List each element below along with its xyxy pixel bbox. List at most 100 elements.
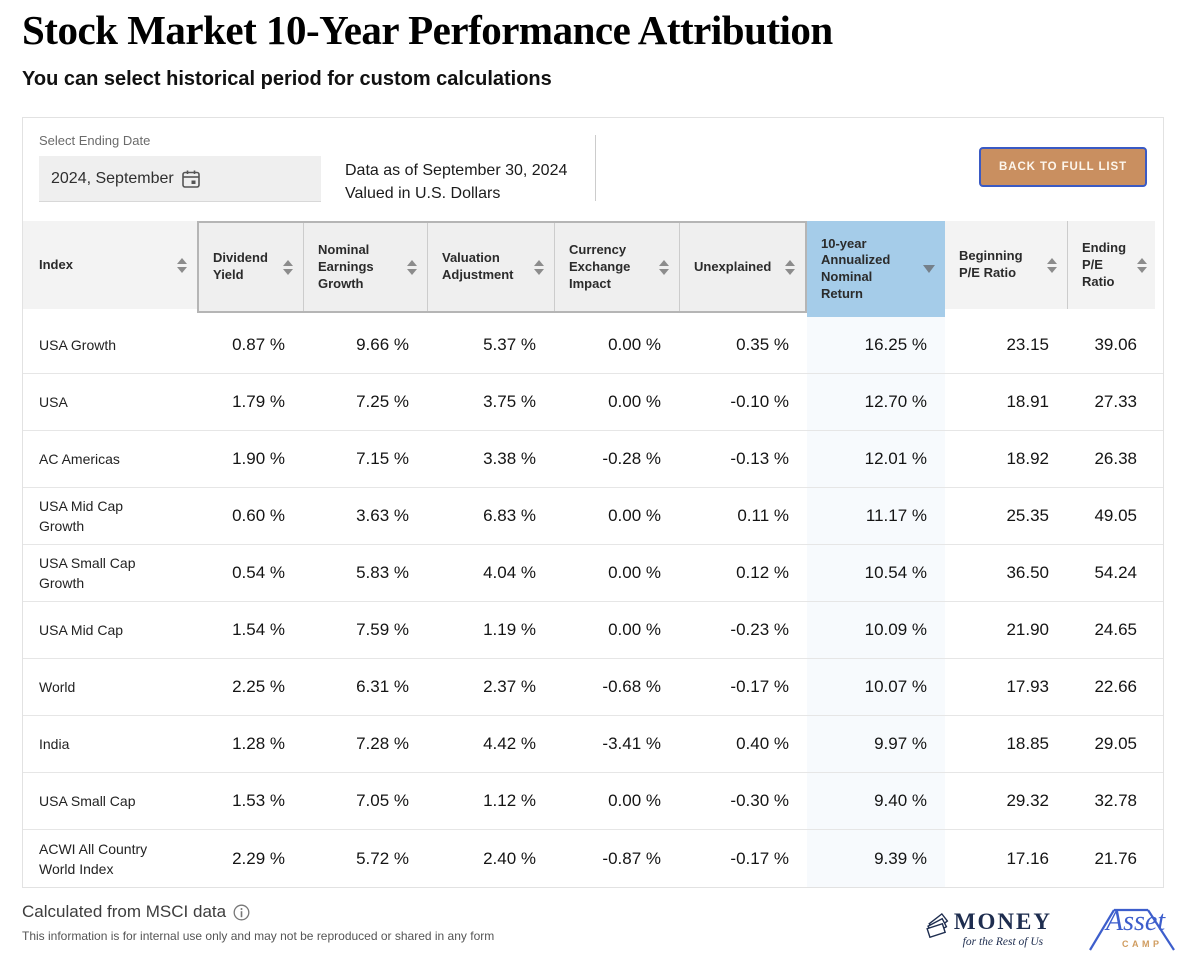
vertical-divider (595, 135, 596, 201)
column-header-currency-exchange-impact[interactable]: Currency Exchange Impact (554, 223, 679, 312)
sort-both-icon[interactable] (659, 259, 669, 275)
value-cell: 10.09 % (807, 602, 945, 659)
value-cell: -0.30 % (730, 791, 789, 811)
value-cell: 21.90 (1006, 620, 1049, 640)
info-icon[interactable] (233, 904, 250, 921)
data-as-of-block: Data as of September 30, 2024 Valued in … (345, 159, 573, 205)
value-cell: 2.29 % (232, 848, 285, 868)
value-cell: 1.90 % (232, 449, 285, 469)
column-header-ending-pe-ratio[interactable]: Ending P/E Ratio (1067, 221, 1155, 310)
value-cell: 7.59 % (356, 620, 409, 640)
value-cell: 32.78 (1094, 791, 1137, 811)
column-header-nominal-earnings-growth[interactable]: Nominal Earnings Growth (303, 223, 427, 312)
value-cell: 16.25 % (807, 317, 945, 374)
page-title: Stock Market 10-Year Performance Attribu… (22, 7, 833, 53)
sort-both-icon[interactable] (534, 259, 544, 275)
value-cell: 3.63 % (356, 506, 409, 526)
column-header-index[interactable]: Index (23, 221, 197, 310)
table-row: USA 1.79 % 7.25 % 3.75 % 0.00 % -0.10 % 12.70 … (23, 374, 1163, 432)
table-row: USA Small Cap 1.53 % 7.05 % 1.12 % 0.00 % -0.… (23, 773, 1163, 831)
value-cell: 24.65 (1094, 620, 1137, 640)
value-cell: 0.00 % (608, 392, 661, 412)
value-cell: 0.00 % (608, 791, 661, 811)
sort-both-icon[interactable] (177, 257, 187, 273)
footer-logos: MONEY for the Rest of Us Asset CAMP (924, 904, 1178, 954)
column-header-10yr-annualized-nominal-return[interactable]: 10-year Annualized Nominal Return (807, 221, 945, 318)
value-cell: 9.40 % (807, 773, 945, 830)
value-cell: -0.10 % (730, 392, 789, 412)
value-cell: 6.31 % (356, 677, 409, 697)
sort-both-icon[interactable] (1047, 257, 1057, 273)
assetcamp-logo-sub: CAMP (1122, 939, 1163, 950)
table-row: USA Mid Cap 1.54 % 7.59 % 1.19 % 0.00 % -0.23… (23, 602, 1163, 660)
column-header-beginning-pe-ratio[interactable]: Beginning P/E Ratio (945, 221, 1067, 310)
value-cell: 11.17 % (807, 488, 945, 545)
value-cell: 7.25 % (356, 392, 409, 412)
value-cell: -3.41 % (602, 734, 661, 754)
value-cell: 22.66 (1094, 677, 1137, 697)
ending-date-input[interactable]: 2024, September (39, 156, 321, 202)
column-header-unexplained[interactable]: Unexplained (679, 223, 805, 312)
value-cell: 0.11 % (737, 506, 789, 526)
value-cell: 1.19 % (483, 620, 536, 640)
value-cell: 17.16 (1006, 848, 1049, 868)
column-label: Beginning P/E Ratio (959, 248, 1023, 281)
column-header-valuation-adjustment[interactable]: Valuation Adjustment (427, 223, 554, 312)
value-cell: 3.38 % (483, 449, 536, 469)
value-cell: 18.85 (1006, 734, 1049, 754)
column-label: Currency Exchange Impact (569, 242, 631, 291)
back-to-full-list-button[interactable]: BACK TO FULL LIST (979, 147, 1147, 187)
value-cell: -0.13 % (730, 449, 789, 469)
sort-desc-icon[interactable] (923, 265, 935, 274)
controls-bar: Select Ending Date 2024, September Data … (23, 118, 1163, 221)
value-cell: 0.00 % (608, 620, 661, 640)
index-name-cell: ACWI All Country World Index (39, 840, 148, 877)
table-header: Index Dividend Yield Nominal Earnings Gr… (23, 221, 1163, 318)
data-as-of-line: Data as of September 30, 2024 (345, 162, 568, 179)
value-cell: 1.79 % (232, 392, 285, 412)
value-cell: 26.38 (1094, 449, 1137, 469)
value-cell: 0.00 % (608, 563, 661, 583)
value-cell: 29.32 (1006, 791, 1049, 811)
column-header-dividend-yield[interactable]: Dividend Yield (199, 223, 303, 312)
value-cell: 6.83 % (483, 506, 536, 526)
assetcamp-logo-title: Asset (1106, 906, 1166, 938)
value-cell: -0.17 % (730, 677, 789, 697)
value-cell: 0.54 % (232, 563, 285, 583)
sort-both-icon[interactable] (283, 259, 293, 275)
value-cell: 4.42 % (483, 734, 536, 754)
sort-both-icon[interactable] (785, 259, 795, 275)
value-cell: 21.76 (1094, 848, 1137, 868)
column-label: Nominal Earnings Growth (318, 242, 374, 291)
money-for-the-rest-of-us-logo: MONEY for the Rest of Us (924, 910, 1052, 948)
index-name-cell: USA Growth (39, 337, 117, 354)
value-cell: 18.92 (1006, 449, 1049, 469)
assetcamp-logo: Asset CAMP (1086, 904, 1178, 954)
table-row: India 1.28 % 7.28 % 4.42 % -3.41 % 0.40 % 9.97… (23, 716, 1163, 774)
value-cell: 1.28 % (232, 734, 285, 754)
column-label: Dividend Yield (213, 250, 268, 283)
value-cell: -0.17 % (730, 848, 789, 868)
calendar-icon[interactable] (180, 168, 309, 190)
column-label: Index (39, 256, 73, 272)
value-cell: 23.15 (1006, 335, 1049, 355)
value-cell: 25.35 (1006, 506, 1049, 526)
value-cell: 9.66 % (356, 335, 409, 355)
index-name-cell: World (39, 679, 76, 696)
attribution-columns-group: Dividend Yield Nominal Earnings Growth V… (197, 221, 807, 314)
value-cell: -0.68 % (602, 677, 661, 697)
sort-both-icon[interactable] (1137, 257, 1147, 273)
date-selector-label: Select Ending Date (39, 133, 151, 148)
sort-both-icon[interactable] (407, 259, 417, 275)
footer-text-block: Calculated from MSCI data This informati… (22, 902, 494, 943)
column-label: Unexplained (694, 258, 772, 274)
value-cell: 5.37 % (483, 335, 536, 355)
column-label: Valuation Adjustment (442, 250, 514, 283)
value-cell: 9.39 % (807, 830, 945, 888)
value-cell: 49.05 (1094, 506, 1137, 526)
value-cell: 10.54 % (807, 545, 945, 602)
column-label: Ending P/E Ratio (1082, 240, 1127, 289)
column-label: 10-year Annualized Nominal Return (821, 235, 891, 302)
value-cell: -0.28 % (602, 449, 661, 469)
value-cell: 18.91 (1006, 392, 1049, 412)
